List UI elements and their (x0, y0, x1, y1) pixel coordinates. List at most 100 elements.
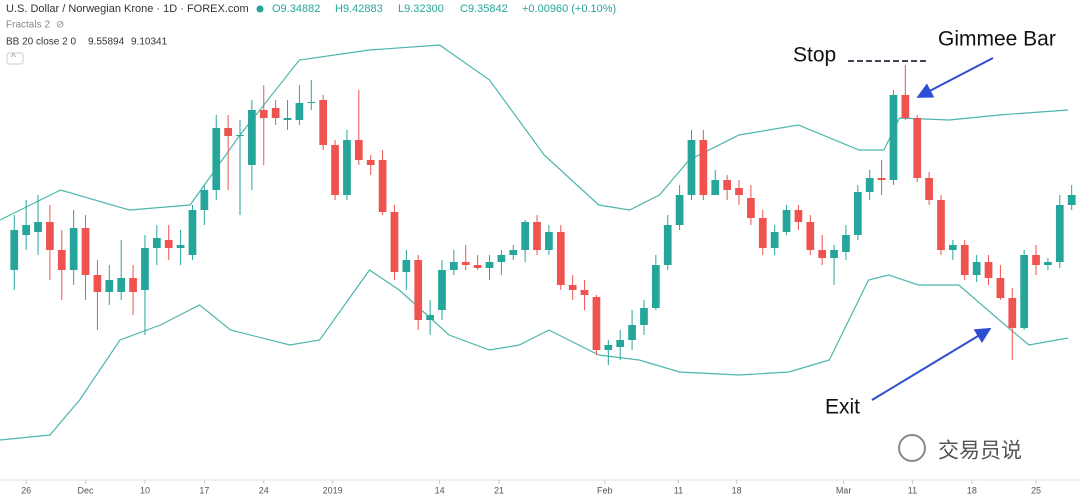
candle-body (69, 228, 78, 270)
candle-body (461, 262, 470, 265)
candle-body (580, 290, 589, 295)
low-value: L9.32300 (398, 3, 444, 15)
candle-body (22, 225, 30, 235)
x-tick-label: 18 (967, 485, 977, 495)
candle-body (1044, 262, 1052, 265)
close-value: C9.35842 (460, 3, 508, 15)
x-tick-label: Mar (836, 485, 852, 495)
candle-body (438, 270, 446, 310)
symbol-title: U.S. Dollar / Norwegian Krone · 1D · FOR… (6, 3, 249, 15)
x-tick-label: Feb (597, 485, 613, 495)
candle-body (46, 222, 54, 250)
x-tick-label: Dec (78, 485, 95, 495)
change-value: +0.00960 (+0.10%) (522, 3, 616, 15)
exit-arrow (871, 327, 992, 401)
gimmee-arrow (916, 57, 994, 98)
candle-body (473, 265, 482, 268)
candle-body (1067, 195, 1076, 205)
candle-body (1055, 205, 1064, 262)
candle-body (224, 128, 232, 136)
candle-body (164, 240, 173, 248)
candle-body (129, 278, 137, 292)
candle-body (57, 250, 66, 270)
candle-body (248, 110, 256, 165)
candle-body (937, 200, 945, 250)
candle-body (984, 262, 993, 278)
candle-body (877, 178, 886, 180)
x-tick-label: 14 (435, 485, 445, 495)
candle-body (521, 222, 530, 250)
fractals-label: Fractals 2 (6, 20, 50, 31)
candle-body (770, 232, 779, 248)
candle-body (93, 275, 102, 292)
candle-body (747, 198, 755, 218)
candle-body (343, 140, 351, 195)
candle-body (901, 95, 910, 118)
collapse-button[interactable] (6, 52, 24, 65)
candle-body (794, 210, 803, 222)
candle-body (366, 160, 375, 165)
candle-body (212, 128, 221, 190)
exit-annotation: Exit (825, 396, 860, 419)
x-tick-label: 24 (259, 485, 269, 495)
candle-body (556, 232, 565, 285)
x-tick-label: 11 (908, 485, 917, 495)
candle-body (568, 285, 577, 290)
candle-body (640, 308, 648, 325)
candle-body (806, 222, 815, 250)
candle-body (378, 160, 387, 212)
gimmee-annotation: Gimmee Bar (938, 28, 1056, 51)
candle-body (616, 340, 625, 347)
x-tick-label: 10 (140, 485, 150, 495)
candle-body (295, 103, 304, 120)
open-value: O9.34882 (272, 3, 320, 15)
candle-body (592, 297, 601, 350)
candle-body (853, 192, 862, 235)
watermark: 交易员说 (938, 440, 1022, 463)
x-tick-label: 17 (199, 485, 209, 495)
candle-body (402, 260, 411, 272)
candle-body (533, 222, 541, 250)
stop-annotation: Stop (793, 44, 836, 67)
collapse-icon[interactable]: ^ (11, 53, 16, 64)
watermark-icon (898, 434, 926, 462)
bb-label: BB 20 close 2 0 (6, 37, 76, 48)
candle-body (450, 262, 458, 270)
plot-area (0, 44, 1076, 441)
candle-body (699, 140, 708, 195)
x-tick-label: 21 (494, 485, 504, 495)
candle-body (1008, 298, 1017, 328)
candle-body (842, 235, 850, 252)
candle-body (996, 278, 1005, 298)
bb-lower-value: 9.10341 (131, 37, 168, 48)
candle-body (236, 135, 244, 136)
candle-body (105, 280, 114, 292)
candle-body (723, 180, 731, 190)
candle-body (735, 188, 743, 195)
candle-body (628, 325, 636, 340)
candle-body (889, 95, 898, 180)
candle-body (117, 278, 126, 292)
candle-body (390, 212, 399, 272)
candle-body (152, 238, 161, 248)
candle-body (283, 118, 292, 120)
x-tick-label: 26 (21, 485, 31, 495)
candle-body (1020, 255, 1029, 328)
candle-body (426, 315, 434, 320)
candle-body (865, 178, 874, 192)
candle-body (651, 265, 660, 308)
candle-body (687, 140, 696, 195)
candle-body (925, 178, 933, 200)
candle-body (331, 145, 339, 195)
candle-body (545, 232, 553, 250)
candle-body (711, 180, 720, 195)
candle-body (913, 118, 922, 178)
candle-body (271, 108, 280, 118)
high-value: H9.42883 (335, 3, 383, 15)
candle-body (141, 248, 149, 290)
x-tick-label: 18 (732, 485, 742, 495)
candle-body (81, 228, 90, 275)
status-dot (256, 5, 264, 13)
candle-body (972, 262, 981, 275)
